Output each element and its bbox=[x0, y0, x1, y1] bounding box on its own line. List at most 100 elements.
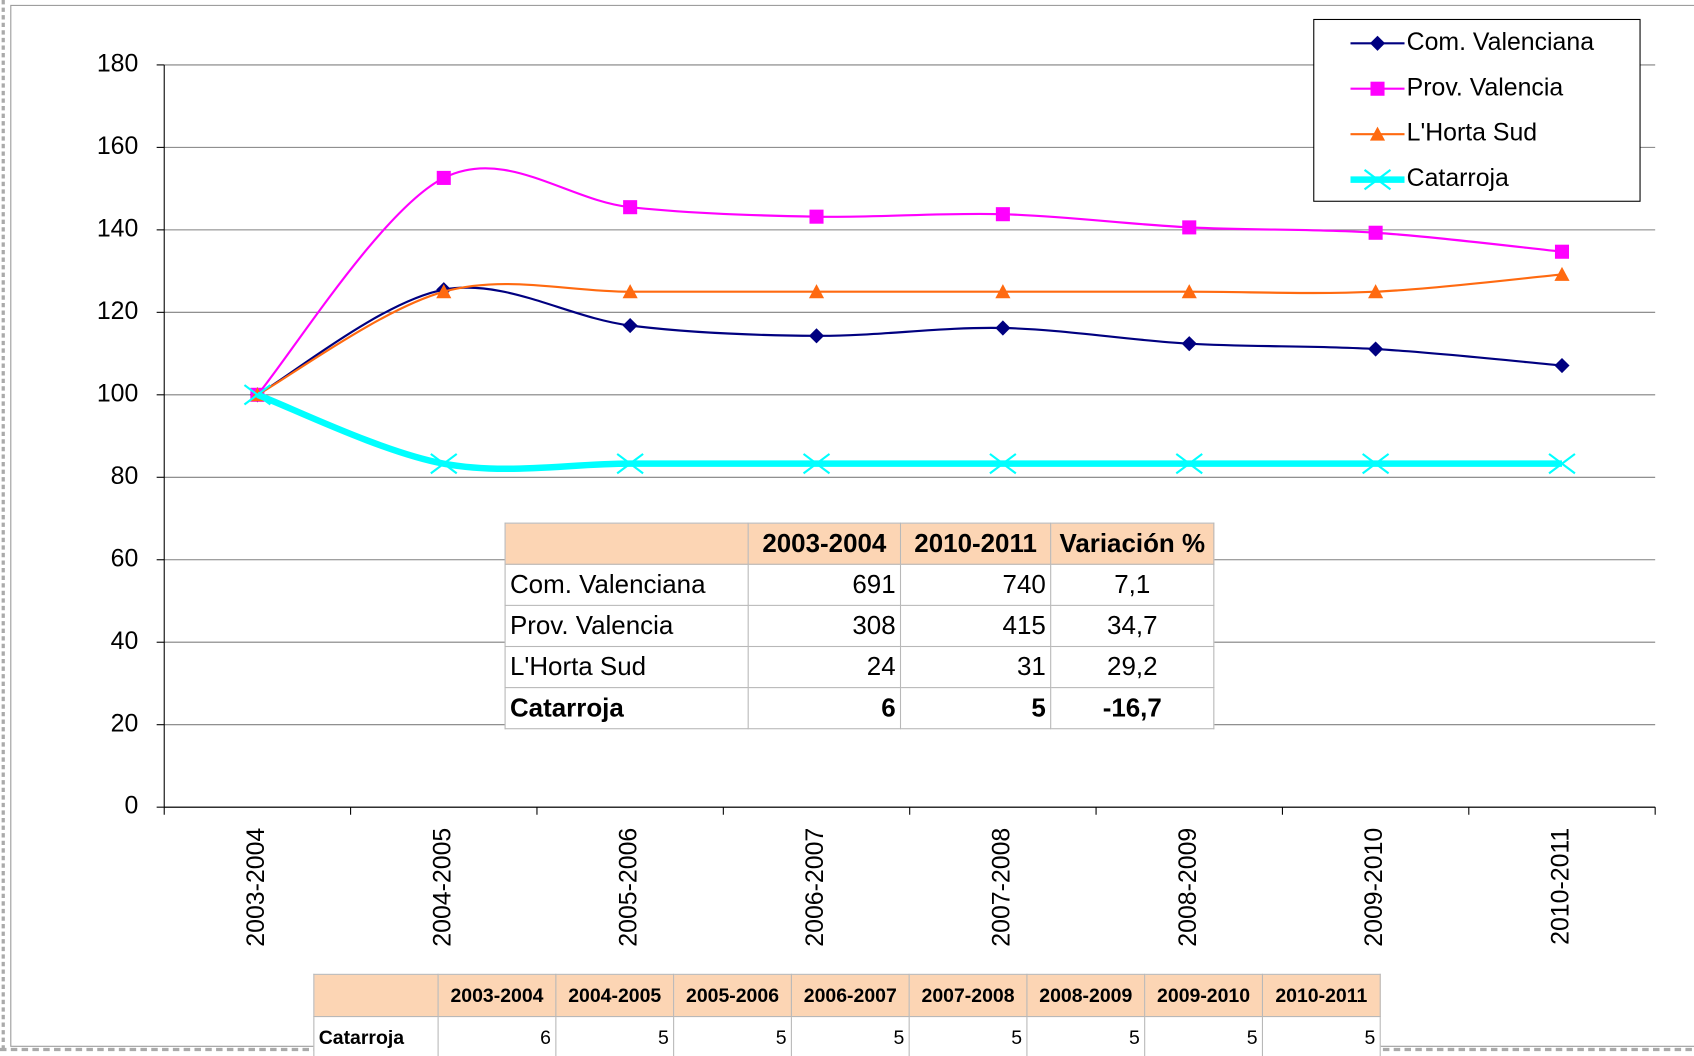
y-tick-label: 140 bbox=[97, 214, 138, 242]
series-line bbox=[256, 273, 1563, 396]
marker bbox=[430, 453, 458, 475]
x-tick-label: 2007-2008 bbox=[987, 828, 1015, 947]
table-cell: 5 bbox=[1144, 1015, 1263, 1056]
x-tick-label: 2009-2010 bbox=[1360, 828, 1388, 947]
marker bbox=[622, 284, 638, 299]
table-cell: Com. Valenciana bbox=[504, 563, 749, 606]
y-tick-label: 0 bbox=[124, 792, 138, 820]
table-cell: L'Horta Sud bbox=[504, 645, 749, 689]
table-cell: 2003-2004 bbox=[747, 522, 902, 565]
marker bbox=[1362, 453, 1390, 475]
marker bbox=[1182, 220, 1197, 235]
table-cell: 691 bbox=[747, 563, 902, 606]
x-tick-label: 2010-2011 bbox=[1547, 828, 1575, 945]
y-tick-label: 120 bbox=[97, 297, 138, 325]
table-cell: 2008-2009 bbox=[1026, 973, 1146, 1018]
table-row: Catarroja 6 5 -16,7 bbox=[504, 687, 1215, 730]
marker bbox=[1369, 126, 1386, 141]
marker bbox=[1368, 225, 1383, 240]
table-cell: 5 bbox=[790, 1015, 910, 1056]
table-row: Com. Valenciana 691 740 7,1 bbox=[504, 563, 1215, 606]
table-cell: 415 bbox=[899, 604, 1052, 648]
legend-label: Prov. Valencia bbox=[1407, 73, 1564, 101]
y-tick-label: 20 bbox=[111, 709, 139, 737]
series-line bbox=[256, 286, 1563, 396]
table-cell: 2003-2004 bbox=[437, 973, 557, 1018]
x-tick-label: 2006-2007 bbox=[801, 828, 829, 947]
table-cell: 5 bbox=[899, 687, 1052, 730]
series-line bbox=[256, 391, 1562, 473]
marker bbox=[989, 453, 1017, 475]
marker bbox=[243, 384, 272, 406]
table-row: 2003-2004 2004-2005 2005-2006 2006-2007 2007… bbox=[313, 973, 1381, 1018]
table-cell: 5 bbox=[1261, 1015, 1381, 1056]
table-cell: 5 bbox=[555, 1015, 675, 1056]
marker bbox=[1175, 453, 1203, 475]
table-row: Catarroja 6 5 5 5 5 5 5 5 bbox=[313, 1015, 1381, 1056]
marker bbox=[808, 284, 825, 299]
table-cell: 6 bbox=[747, 687, 902, 730]
table-cell bbox=[504, 522, 749, 565]
table-cell: Catarroja bbox=[313, 1015, 439, 1056]
bottom-table: 2003-2004 2004-2005 2005-2006 2006-2007 2007… bbox=[313, 973, 1381, 1056]
table-row: Prov. Valencia 308 415 34,7 bbox=[504, 604, 1215, 648]
y-tick-label: 160 bbox=[97, 132, 138, 160]
table-cell: Variación % bbox=[1050, 522, 1215, 565]
y-tick-label: 60 bbox=[111, 544, 139, 572]
table-cell: 29,2 bbox=[1050, 645, 1215, 689]
table-cell: 34,7 bbox=[1050, 604, 1215, 648]
marker bbox=[995, 284, 1011, 299]
table-cell: 2007-2008 bbox=[908, 973, 1028, 1018]
y-tick-label: 80 bbox=[111, 462, 139, 490]
y-tick-label: 40 bbox=[111, 627, 139, 655]
table-cell: 2010-2011 bbox=[899, 522, 1052, 565]
marker bbox=[436, 284, 452, 299]
table-row: L'Horta Sud 24 31 29,2 bbox=[504, 645, 1215, 689]
table-cell: 740 bbox=[899, 563, 1052, 606]
summary-table: 2003-2004 2010-2011 Variación % Com. Valenc… bbox=[504, 522, 1215, 730]
table-cell: 2005-2006 bbox=[673, 973, 792, 1018]
marker bbox=[1368, 284, 1384, 299]
table-cell: 7,1 bbox=[1050, 563, 1215, 606]
table-cell: Catarroja bbox=[504, 687, 749, 730]
table-row: 2003-2004 2010-2011 Variación % bbox=[504, 522, 1215, 565]
marker bbox=[1363, 169, 1392, 191]
x-tick-label: 2008-2009 bbox=[1174, 828, 1202, 947]
marker bbox=[436, 170, 451, 185]
table-cell: 308 bbox=[747, 604, 902, 648]
marker bbox=[1181, 284, 1197, 299]
table-cell: 5 bbox=[1026, 1015, 1146, 1056]
marker bbox=[995, 320, 1011, 336]
x-tick-label: 2003-2004 bbox=[242, 828, 270, 947]
marker bbox=[995, 207, 1010, 222]
table-cell: Prov. Valencia bbox=[504, 604, 749, 648]
table-cell: 6 bbox=[437, 1015, 557, 1056]
marker bbox=[1368, 341, 1384, 357]
marker bbox=[1554, 357, 1570, 374]
table-cell: 24 bbox=[747, 645, 902, 689]
table-cell bbox=[313, 973, 439, 1018]
y-tick-label: 100 bbox=[97, 379, 138, 407]
marker bbox=[616, 453, 644, 475]
legend-label: L'Horta Sud bbox=[1407, 119, 1537, 147]
legend-label: Catarroja bbox=[1407, 164, 1509, 192]
table-cell: 5 bbox=[673, 1015, 792, 1056]
marker bbox=[1181, 336, 1197, 352]
marker bbox=[1548, 453, 1576, 475]
table-cell: -16,7 bbox=[1050, 687, 1215, 730]
marker bbox=[1554, 244, 1570, 259]
legend-box bbox=[1313, 18, 1641, 202]
legend-label: Com. Valenciana bbox=[1407, 28, 1595, 56]
x-tick-label: 2005-2006 bbox=[615, 828, 643, 947]
marker bbox=[802, 453, 831, 475]
table-cell: 5 bbox=[908, 1015, 1028, 1056]
marker bbox=[1554, 266, 1570, 281]
y-tick-label: 180 bbox=[97, 49, 138, 77]
marker bbox=[809, 209, 824, 224]
marker bbox=[1370, 81, 1385, 96]
table-cell: 2006-2007 bbox=[790, 973, 910, 1018]
marker bbox=[808, 328, 825, 344]
